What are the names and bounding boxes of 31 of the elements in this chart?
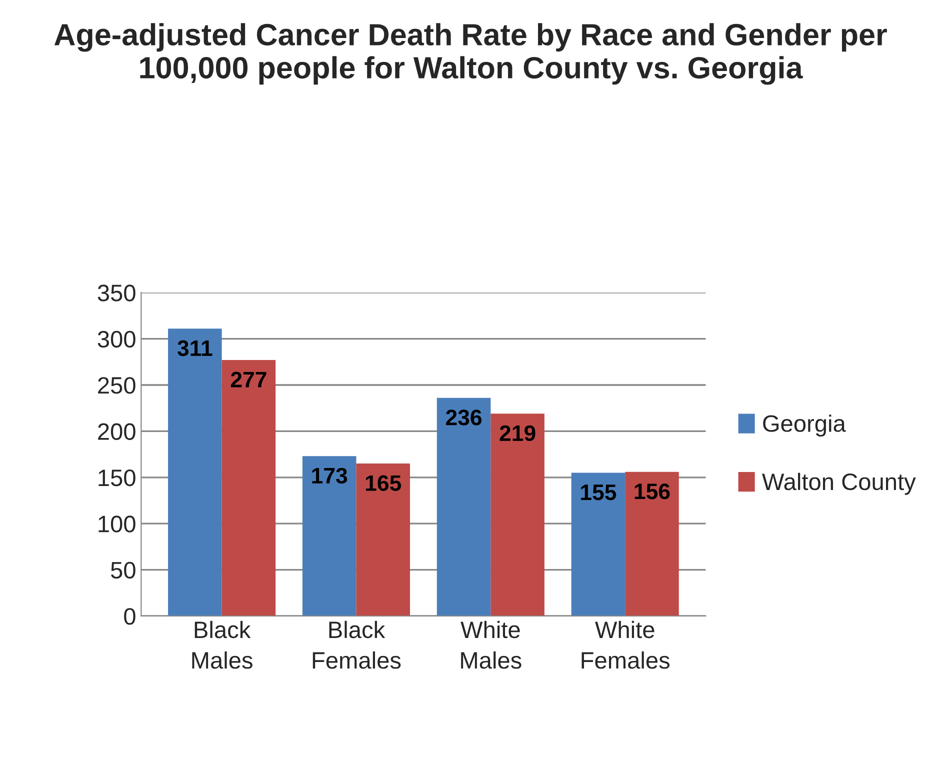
bar	[222, 360, 276, 616]
x-tick-label: White Females	[582, 620, 670, 669]
y-tick-label: 100	[98, 516, 136, 532]
data-label: 277	[230, 372, 266, 388]
bar	[625, 472, 679, 616]
x-tick-label: Black Females	[312, 620, 401, 669]
data-label: 311	[178, 340, 212, 356]
data-label: 156	[634, 484, 670, 500]
y-tick-label: 50	[110, 562, 136, 579]
chart-title: Age-adjusted Cancer Death Rate by Race and Gender per 100,000 people for Walton County vs. Georgia	[54, 23, 887, 85]
bar	[302, 456, 356, 616]
x-tick-label: White Males	[460, 620, 522, 669]
bar	[490, 414, 544, 616]
bar	[168, 328, 222, 616]
y-tick-label: 150	[98, 469, 136, 486]
data-label: 219	[500, 425, 536, 442]
y-tick-label: 0	[124, 608, 136, 625]
y-tick-label: 300	[98, 330, 136, 348]
legend-label: Georgia	[763, 414, 846, 437]
bar	[571, 472, 626, 616]
data-label: 236	[446, 410, 482, 426]
data-label: 155	[581, 484, 616, 500]
bar	[436, 398, 491, 616]
y-tick-label: 200	[98, 423, 136, 440]
y-tick-label: 350	[98, 284, 136, 302]
data-label: 165	[366, 475, 402, 491]
y-tick-label: 250	[98, 377, 136, 394]
data-label: 173	[312, 468, 348, 484]
bar	[356, 464, 410, 616]
x-tick-label: Black Males	[192, 620, 252, 669]
legend-label: Walton County	[762, 472, 916, 495]
